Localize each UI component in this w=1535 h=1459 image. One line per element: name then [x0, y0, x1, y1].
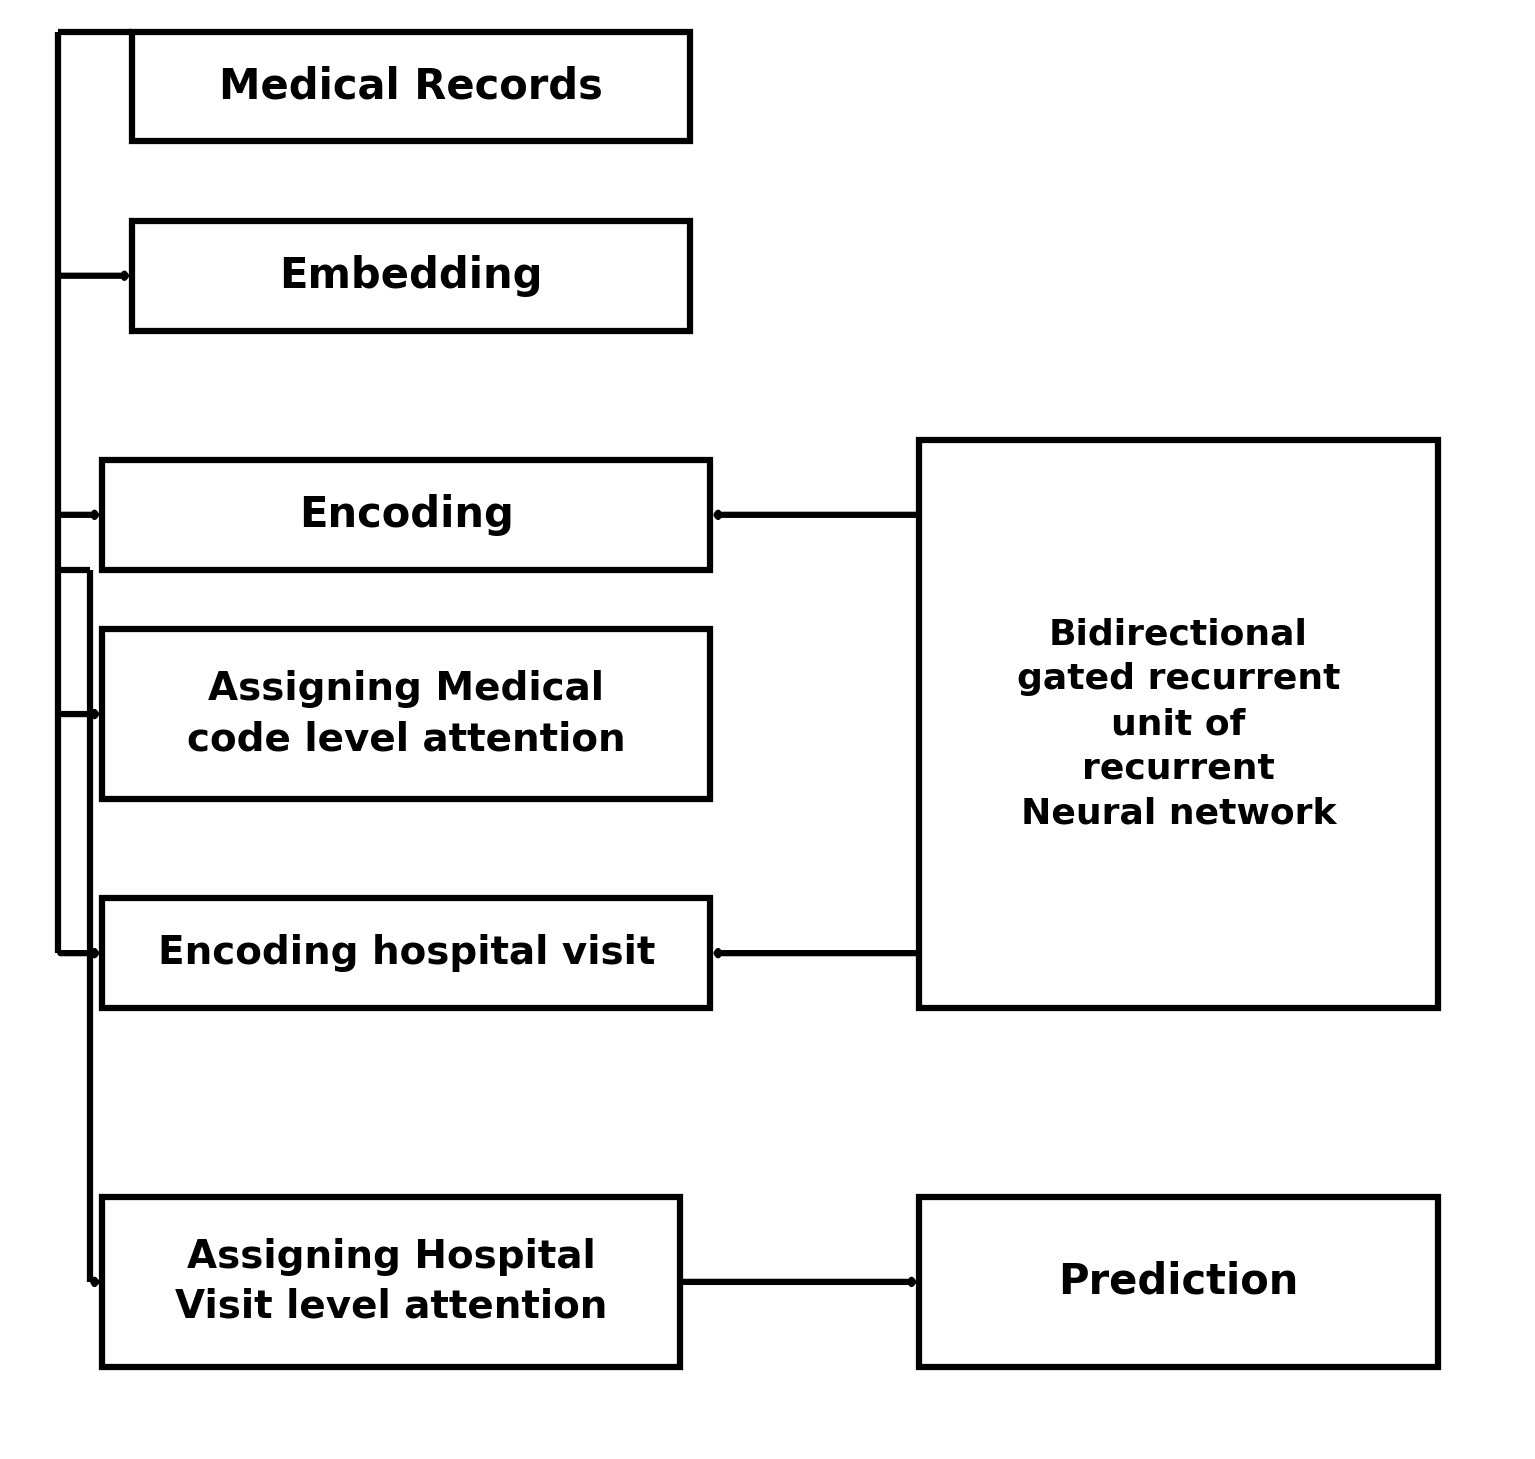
Bar — [103, 629, 711, 798]
Bar — [103, 1198, 680, 1367]
Text: Embedding: Embedding — [279, 255, 543, 296]
Text: Assigning Medical
code level attention: Assigning Medical code level attention — [187, 670, 626, 759]
Text: Bidirectional
gated recurrent
unit of
recurrent
Neural network: Bidirectional gated recurrent unit of re… — [1016, 617, 1340, 830]
Text: Assigning Hospital
Visit level attention: Assigning Hospital Visit level attention — [175, 1237, 608, 1326]
Bar — [103, 460, 711, 569]
Text: Prediction: Prediction — [1058, 1261, 1299, 1303]
Text: Encoding: Encoding — [299, 493, 514, 535]
Bar — [919, 441, 1438, 1008]
Bar — [919, 1198, 1438, 1367]
Text: Encoding hospital visit: Encoding hospital visit — [158, 934, 655, 972]
Text: Medical Records: Medical Records — [220, 66, 603, 108]
Bar — [132, 32, 691, 142]
Bar — [103, 899, 711, 1008]
Bar — [132, 220, 691, 331]
